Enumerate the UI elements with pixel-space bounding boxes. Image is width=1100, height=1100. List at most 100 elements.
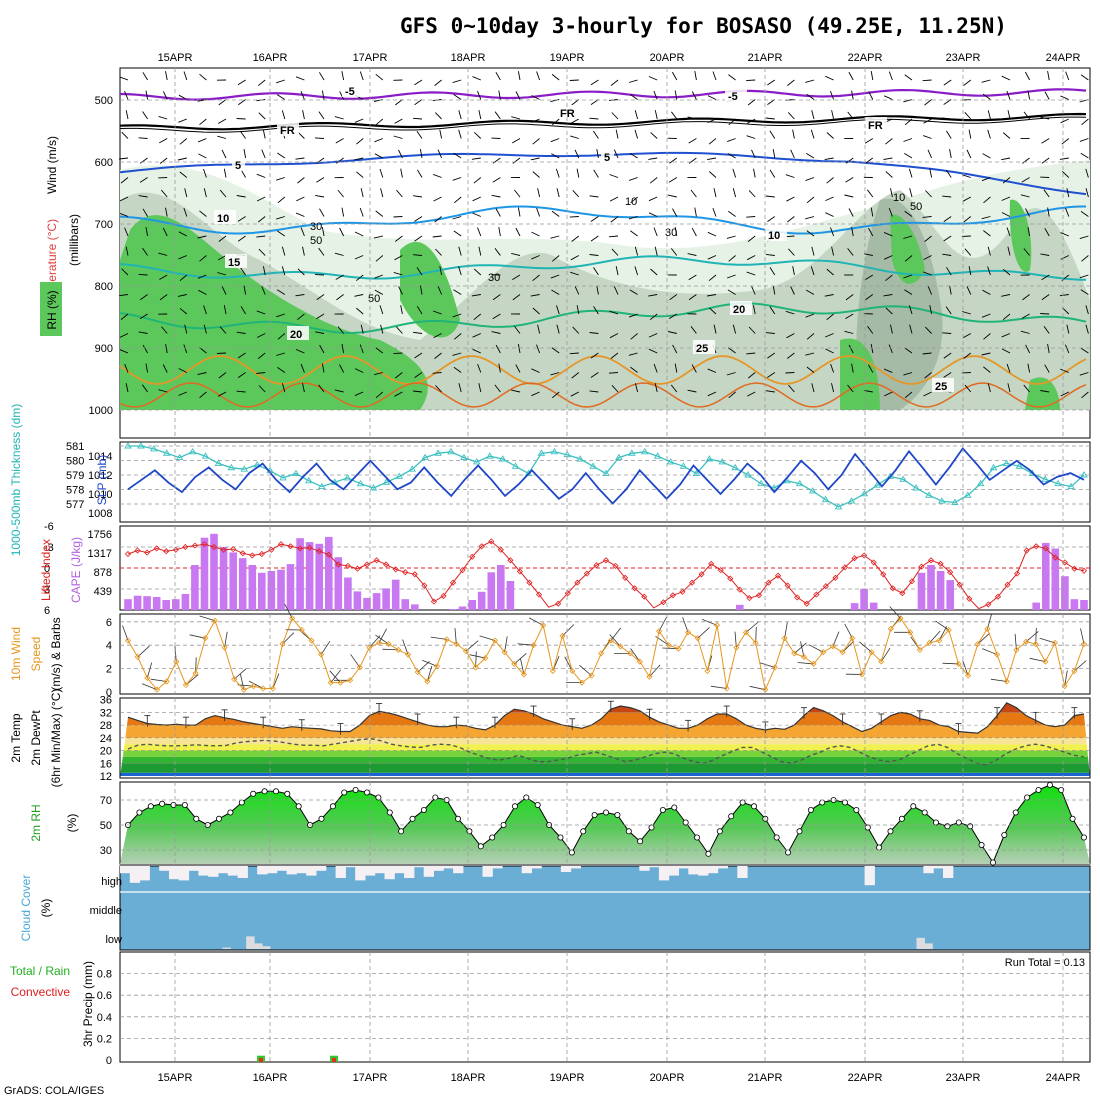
wind-barb [805,313,815,318]
isotherm-lines [119,88,1087,408]
pressure-tick-label: 800 [95,281,113,293]
li-point [908,578,915,585]
thickness-point [434,449,442,456]
wind-barb [393,135,403,139]
wind-speed-point [211,617,218,624]
wind-barb [199,615,216,622]
wind-barb [528,617,544,626]
wind-barb [962,196,972,202]
wind-barb [674,227,678,237]
contour-label: 5 [604,152,610,164]
thickness-point [175,453,184,461]
wind-barb [145,227,149,237]
rh-area-70 [120,215,428,410]
wind-barb [1080,347,1089,354]
wind-barb [964,111,972,120]
wind-barb [653,227,658,237]
wind-barb [536,344,541,354]
wind-barb [437,286,443,295]
wind-barb [473,177,482,184]
contour-label: -5 [728,91,738,103]
wind-barb [272,673,280,689]
date-label-bottom: 18APR [451,1072,486,1084]
wind-barb [787,79,795,86]
li-point [430,598,437,605]
thickness-point [343,474,352,481]
wind-barb [413,390,423,393]
wind-barb [649,313,658,321]
cloud-high-gap [943,866,954,878]
cloud-high-gap [570,866,581,869]
wind-speed-point [269,685,276,692]
rh-point [967,823,974,830]
isotherm-30 [119,382,1087,408]
cape-bar [1080,600,1088,610]
wind-barb [748,190,756,198]
contour-label: 10 [217,213,229,225]
wind-speed-point [559,632,566,639]
wind-barb [727,289,736,295]
wind-barb [433,173,442,178]
wind-barb [670,384,678,393]
wind-barb [787,352,795,359]
li-point [956,581,963,588]
thickness-point [1080,471,1088,478]
cape-bar [449,609,457,610]
wind-barb [453,230,462,237]
wind-barb [396,189,403,198]
wind-barb [610,627,622,641]
li-point [1042,545,1049,552]
wind-barb [375,118,384,126]
wind-barb [199,391,207,399]
wind-barb [800,641,805,657]
wind-barb [197,274,207,279]
wind-speed-point [704,667,711,675]
wind-barb [515,227,521,237]
wind-barb [262,266,266,276]
pressure-tick-label: 700 [95,219,113,231]
wind-barb [987,266,991,276]
cloud-series [120,866,1090,949]
wind-barb [765,117,775,120]
wind-barb [590,352,599,359]
wind-panel: 6 4 2 0 10m Wind Speed (m/s) & Barbs [9,603,1091,699]
rh-point [728,813,735,820]
date-label-bottom: 22APR [848,1072,883,1084]
contour-label: 15 [228,257,240,269]
wind-speed-point [781,635,788,642]
wind-barb [668,313,678,319]
wind-barb [295,349,305,354]
wind-barb [923,255,932,261]
wind-barb [1080,211,1089,217]
li-point [182,543,189,551]
wind-barb [396,326,403,334]
wind-barb [297,313,305,321]
li-point [927,557,935,564]
wind-barb [904,210,913,217]
date-label-top: 18APR [451,52,486,64]
wind-barb [709,307,717,315]
temp-tick-label: 36 [100,695,112,707]
wind-barb [319,72,325,81]
wind-barb [1023,111,1030,120]
wind-barb [551,347,560,354]
wind-barb [217,391,227,397]
thickness-point [770,484,778,491]
wind-barb [477,227,482,237]
wind-barb [847,248,854,256]
li-point [124,550,132,558]
wind-barb [221,149,227,159]
li-point [612,562,619,569]
wind-barb [472,76,481,81]
wind-barb [520,658,525,675]
cape-bar [477,591,486,610]
wind-speed-point [240,686,247,693]
li-point [775,572,782,579]
wind-barb [769,130,776,139]
wind-barb [794,642,807,654]
wind-barb [479,635,496,641]
wind-barb [550,138,560,143]
wind-barb [119,157,129,160]
wind-barb [848,71,854,81]
